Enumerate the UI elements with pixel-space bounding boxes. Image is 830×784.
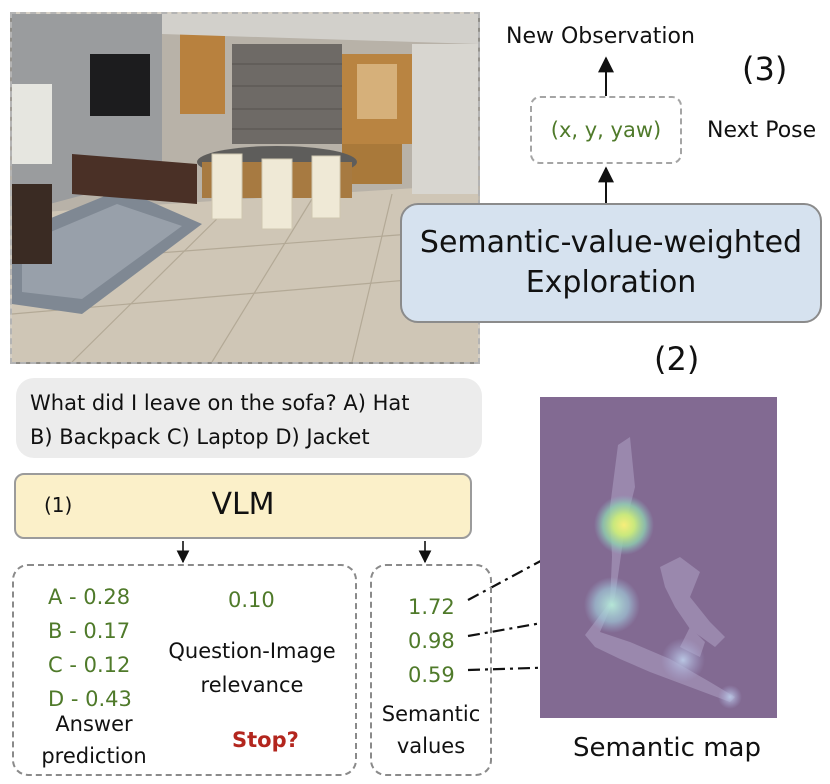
semantic-values-box: 1.72 0.98 0.59 Semantic values: [370, 564, 492, 776]
stop-label: Stop?: [232, 728, 299, 752]
pose-text: (x, y, yaw): [550, 118, 662, 142]
question-line1: What did I leave on the sofa? A) Hat: [30, 391, 410, 415]
answer-caption: Answer prediction: [34, 708, 154, 772]
semantic-map-heatmap: [584, 437, 742, 709]
relevance-caption-line1: Question-Image: [168, 639, 336, 663]
step-3-label: (3): [742, 50, 788, 88]
semantic-caption-line1: Semantic: [381, 702, 481, 726]
kitchen-scene-illustration: [12, 14, 478, 362]
vlm-label: VLM: [211, 487, 275, 522]
relevance-value: 0.10: [228, 588, 275, 612]
semantic-values-caption: Semantic values: [372, 698, 490, 762]
vlm-box: (1) VLM: [14, 473, 472, 539]
next-pose-label: Next Pose: [707, 118, 817, 143]
semantic-map: [540, 397, 777, 718]
step-1-label: (1): [44, 493, 73, 517]
observation-image: [10, 12, 480, 364]
step-2-label: (2): [654, 340, 700, 378]
semantic-caption-line2: values: [396, 734, 466, 758]
answer-caption-line2: prediction: [41, 744, 147, 768]
next-pose-box: (x, y, yaw): [530, 96, 682, 164]
exploration-text-line1: Semantic-value-weighted: [419, 225, 803, 260]
question-line2: B) Backpack C) Laptop D) Jacket: [30, 425, 370, 449]
exploration-box: Semantic-value-weighted Exploration: [400, 203, 822, 323]
relevance-caption: Question-Image relevance: [152, 634, 352, 702]
answer-list: A - 0.28 B - 0.17 C - 0.12 D - 0.43: [48, 580, 132, 716]
semantic-value-list: 1.72 0.98 0.59: [408, 590, 455, 692]
answer-caption-line1: Answer: [55, 712, 133, 736]
answer-b: B - 0.17: [48, 619, 131, 643]
question-box: What did I leave on the sofa? A) Hat B) …: [16, 378, 482, 458]
semantic-value-2: 0.98: [408, 629, 455, 653]
answer-a: A - 0.28: [48, 585, 131, 609]
relevance-caption-line2: relevance: [200, 673, 304, 697]
answer-d: D - 0.43: [48, 687, 132, 711]
semantic-value-3: 0.59: [408, 663, 455, 687]
exploration-text-line2: Exploration: [525, 265, 697, 300]
semantic-value-1: 1.72: [408, 595, 455, 619]
answer-c: C - 0.12: [48, 653, 131, 677]
vlm-outputs-box: A - 0.28 B - 0.17 C - 0.12 D - 0.43 Answ…: [12, 564, 357, 776]
new-observation-label: New Observation: [506, 24, 695, 49]
connector-value-2: [467, 610, 605, 638]
semantic-map-label: Semantic map: [573, 733, 761, 763]
